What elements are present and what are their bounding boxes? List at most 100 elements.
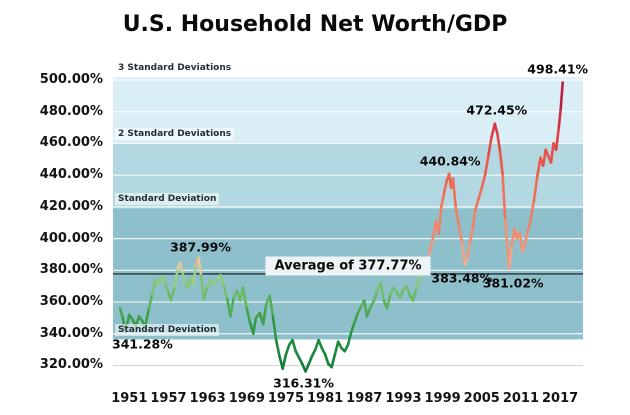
x-axis-label: 1951 [111,391,148,406]
data-line-segment [559,81,564,110]
y-axis-label: 340.00% [39,325,103,341]
data-line-segment [307,354,314,366]
data-line-segment [181,272,187,286]
data-line-segment [529,199,536,221]
data-line-segment [493,122,499,136]
data-line-segment [428,237,435,255]
y-axis-label: 420.00% [39,198,103,214]
data-line-segment [498,150,504,177]
data-line-segment [496,132,502,153]
data-annotation: 472.45% [466,102,528,118]
data-line-segment [261,302,268,326]
data-line-segment [439,192,446,209]
data-line-segment [362,299,369,318]
data-annotation: 381.02% [482,275,544,291]
y-axis-label: 460.00% [39,135,103,151]
data-line-segment [134,315,141,328]
std-dev-band-label: 3 Standard Deviations [115,62,235,75]
data-line-segment [532,175,539,202]
data-line-segment [229,295,236,318]
data-line-segment [523,230,529,247]
std-dev-band-label: Standard Deviation [115,324,220,337]
data-line-segment [557,107,563,129]
data-line-segment [323,353,330,366]
average-label: Average of 377.77% [265,256,431,276]
data-line-segment [486,135,493,158]
data-annotation: 387.99% [170,239,231,255]
data-annotation: 316.31% [273,375,334,391]
data-line-segment [199,273,206,301]
data-line-segment [178,261,185,275]
data-line-segment [252,316,258,336]
data-annotation: 383.48% [431,270,493,286]
y-axis-label: 400.00% [39,230,103,246]
data-line-segment [365,305,373,318]
data-line-segment [219,273,226,288]
data-line-segment [451,177,457,209]
data-line-segment [405,284,412,298]
data-line-segment [477,186,484,201]
data-line-segment [535,156,542,179]
x-axis-label: 1981 [307,391,344,406]
data-line-segment [526,218,533,234]
data-line-segment [245,307,252,324]
data-line-segment [353,311,360,324]
data-line-segment [471,208,477,231]
data-line-segment [379,281,386,302]
y-axis-label: 320.00% [39,357,103,373]
data-line-segment [222,284,229,301]
data-line-segment [483,154,490,177]
data-line-segment [372,289,379,302]
y-axis-label: 500.00% [39,72,103,87]
x-axis-label: 2005 [463,391,500,406]
data-line-segment [346,330,353,347]
data-line-segment [398,288,405,299]
data-line-segment [385,292,392,310]
y-axis-label: 440.00% [39,167,103,183]
data-line-segment [503,218,511,271]
data-line-segment [268,294,275,318]
data-line-segment [518,230,524,253]
chart-title: U.S. Household Net Worth/GDP [122,12,508,37]
data-line-segment [150,278,157,296]
data-line-segment [460,242,467,267]
data-line-segment [554,126,561,152]
x-axis-label: 1993 [385,391,422,406]
data-line-segment [191,264,198,286]
data-line-segment [241,286,249,310]
data-line-segment [454,205,461,228]
data-line-segment [147,292,154,310]
std-dev-band-label: 2 Standard Deviations [115,127,235,140]
x-axis-label: 2011 [502,391,540,406]
y-axis-label: 360.00% [39,294,103,310]
data-line-segment [284,343,291,356]
data-line-segment [169,284,177,302]
data-line-segment [143,307,151,329]
data-line-segment [291,338,298,353]
y-axis-label: 480.00% [39,103,103,119]
data-line-segment [333,340,340,356]
data-line-segment [541,148,548,167]
x-axis-label: 1957 [150,391,187,406]
x-axis-label: 1987 [346,391,383,406]
data-line-segment [173,267,179,288]
data-line-segment [202,284,209,301]
x-axis-label: 1963 [189,391,226,406]
data-line-segment [271,315,278,342]
data-annotation: 440.84% [419,153,481,169]
data-line-segment [330,353,337,369]
data-line-segment [480,173,487,190]
data-line-segment [317,338,324,350]
data-line-segment [466,240,472,259]
data-line-segment [197,256,203,277]
y-axis-label: 380.00% [39,262,103,278]
data-line-segment [457,224,464,245]
x-axis-label: 1999 [424,391,461,406]
data-annotation: 498.41% [527,61,589,77]
data-line-segment [549,142,555,164]
data-line-segment [501,173,507,221]
std-dev-band-label: Standard Deviation [115,193,220,206]
data-line-segment [274,338,281,358]
data-line-segment [415,275,422,290]
